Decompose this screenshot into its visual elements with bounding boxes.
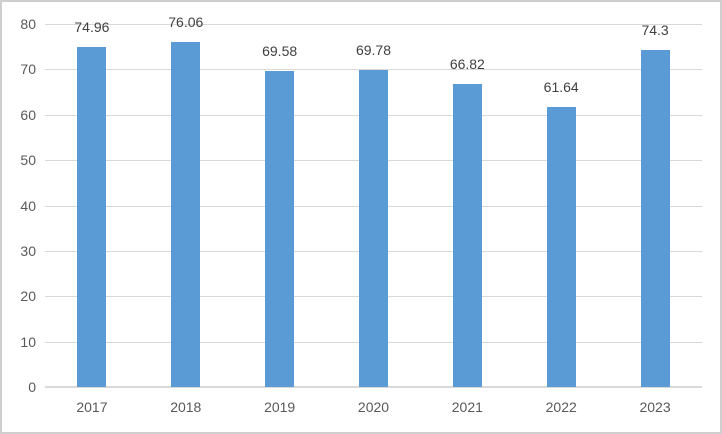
y-axis-tick-label: 30 [20,242,36,259]
bar-2017[interactable] [77,46,107,387]
y-axis-tick-label: 10 [20,333,36,350]
y-axis-tick-label: 60 [20,106,36,123]
bar-2019[interactable] [265,71,295,387]
bar-2022[interactable] [546,107,576,387]
x-axis-category-label-2023: 2023 [639,399,671,415]
data-label-2022: 61.64 [543,79,579,96]
x-axis-category-label-2022: 2022 [545,399,577,415]
x-axis-category-label-2021: 2021 [451,399,483,415]
y-axis-tick-label: 20 [20,288,36,305]
y-axis-tick-label: 40 [20,197,36,214]
x-axis-category-label-2017: 2017 [76,399,108,415]
bar-2021[interactable] [452,83,482,387]
data-label-2021: 66.82 [449,55,485,72]
data-label-2017: 74.96 [74,18,110,35]
y-axis-tick-label: 0 [28,379,36,395]
data-label-2019: 69.58 [262,43,298,60]
y-axis-tick-label: 80 [20,16,36,32]
gridline-80 [45,24,702,25]
data-label-2023: 74.3 [641,21,669,38]
bar-2023[interactable] [640,49,670,387]
data-label-2018: 76.06 [168,13,204,30]
y-axis-tick-label: 70 [20,61,36,78]
x-axis-line [45,386,702,388]
data-label-2020: 69.78 [355,42,392,59]
x-axis-category-label-2020: 2020 [357,399,390,415]
bar-2018[interactable] [171,41,201,387]
x-axis-category-label-2019: 2019 [264,399,296,415]
gridline-70 [45,69,702,70]
x-axis-category-label-2018: 2018 [170,399,202,415]
y-axis-tick-label: 50 [20,152,36,169]
bar-2020[interactable] [359,70,388,387]
